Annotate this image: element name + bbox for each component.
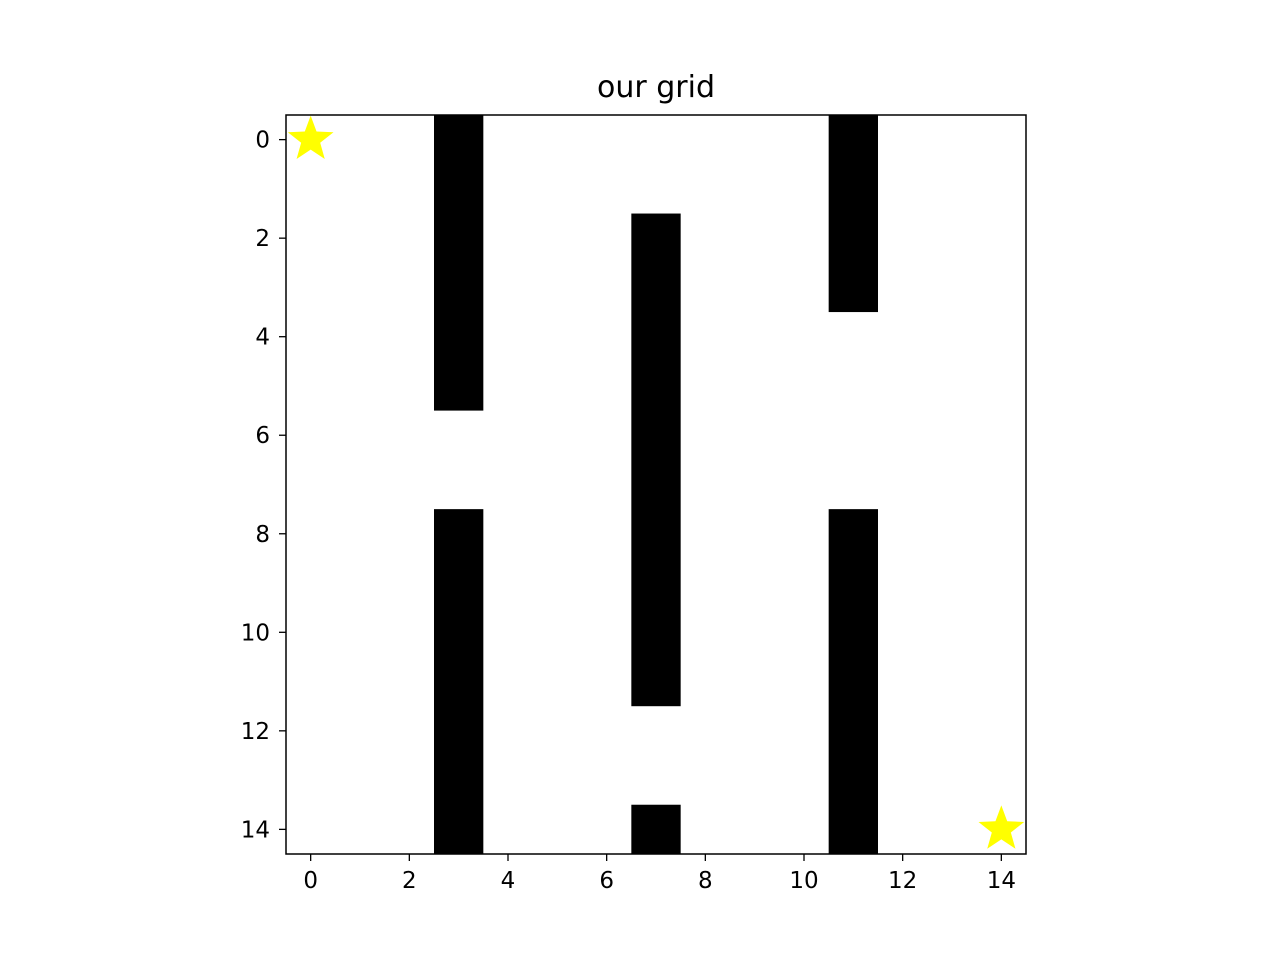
- x-tick-label: 10: [789, 868, 818, 894]
- star-marker-icon: [978, 805, 1025, 849]
- y-tick-label: 2: [255, 226, 270, 252]
- x-tick-label: 12: [888, 868, 917, 894]
- x-tick-label: 6: [599, 868, 614, 894]
- x-tick-label: 4: [501, 868, 516, 894]
- star-marker-icon: [287, 115, 334, 160]
- plot-frame: [285, 114, 1027, 855]
- y-tick-label: 14: [241, 817, 270, 843]
- wall-cell-block: [631, 804, 681, 854]
- y-tick-label: 10: [241, 620, 270, 646]
- x-tick-label: 14: [987, 868, 1016, 894]
- wall-cell-block: [828, 509, 878, 854]
- y-tick-label: 8: [255, 522, 270, 548]
- wall-cell-block: [434, 115, 484, 411]
- y-tick-label: 0: [255, 128, 270, 154]
- x-axis: 0 2 4 6 8 10 12 14: [303, 854, 1016, 894]
- wall-cell-block: [828, 115, 878, 313]
- x-tick-label: 8: [698, 868, 713, 894]
- wall-cell-block: [631, 213, 681, 707]
- y-axis: 0 2 4 6 8 10 12 14: [241, 128, 286, 843]
- walls-layer: [434, 115, 878, 854]
- markers-layer: [287, 115, 1025, 849]
- x-tick-label: 2: [402, 868, 417, 894]
- chart-title: our grid: [597, 70, 715, 105]
- y-tick-label: 6: [255, 423, 270, 449]
- x-tick-label: 0: [303, 868, 318, 894]
- wall-cell-block: [434, 509, 484, 854]
- y-tick-label: 4: [255, 325, 270, 351]
- y-tick-label: 12: [241, 719, 270, 745]
